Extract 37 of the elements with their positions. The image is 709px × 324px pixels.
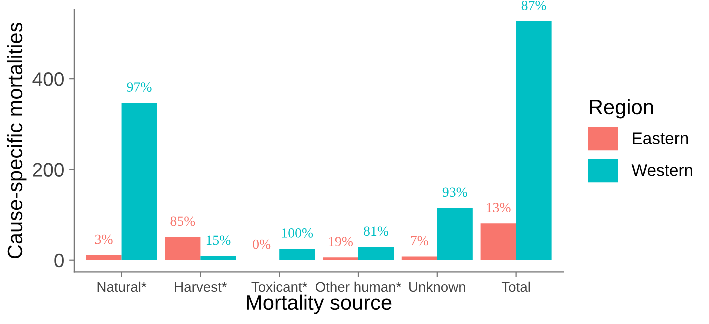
x-tick-label: Toxicant*: [252, 282, 308, 292]
annotation: 87%: [522, 0, 546, 10]
annotation: 13%: [487, 203, 511, 213]
bar: [516, 22, 552, 260]
bar: [200, 256, 236, 260]
x-axis-title: Mortality source: [247, 294, 392, 314]
annotation: 0%: [253, 240, 271, 250]
annotation: 3%: [95, 234, 113, 244]
annotation: 81%: [364, 226, 389, 236]
y-axis-title: Cause-specific mortalities: [7, 23, 27, 259]
annotation: 7%: [411, 236, 428, 246]
annotation: 19%: [329, 237, 354, 247]
legend-title: Region: [590, 99, 654, 119]
x-tick-label: Unknown: [410, 282, 466, 292]
annotation: 97%: [127, 82, 152, 92]
bar: [86, 255, 122, 260]
annotation: 15%: [206, 236, 231, 246]
y-tick-label: 200: [33, 163, 64, 177]
x-tick-label: Total: [502, 282, 530, 292]
bar: [280, 249, 316, 260]
bar: [165, 237, 201, 260]
x-tick-label: Other human*: [316, 282, 402, 292]
bar: [122, 103, 158, 260]
legend-label: Eastern: [633, 132, 688, 144]
bar: [322, 258, 358, 260]
y-tick-label: 0: [54, 254, 64, 268]
annotation: 93%: [442, 188, 468, 198]
x-tick-label: Harvest*: [175, 282, 228, 292]
legend-label: Western: [632, 164, 692, 176]
bar: [402, 256, 438, 260]
annotation: 85%: [170, 216, 196, 226]
bar: [358, 247, 394, 260]
bar: [480, 224, 516, 260]
x-tick-label: Natural*: [98, 282, 147, 292]
annotation: 100%: [282, 228, 314, 238]
y-tick-label: 400: [32, 72, 64, 86]
bar: [437, 208, 473, 260]
